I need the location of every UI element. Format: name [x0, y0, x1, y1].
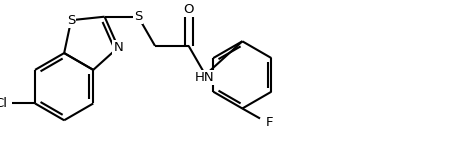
Text: S: S: [134, 10, 142, 23]
Text: F: F: [265, 116, 273, 129]
Text: Cl: Cl: [0, 97, 7, 110]
Text: S: S: [67, 14, 75, 27]
Text: N: N: [113, 41, 123, 54]
Text: O: O: [184, 3, 194, 16]
Text: HN: HN: [195, 71, 214, 84]
